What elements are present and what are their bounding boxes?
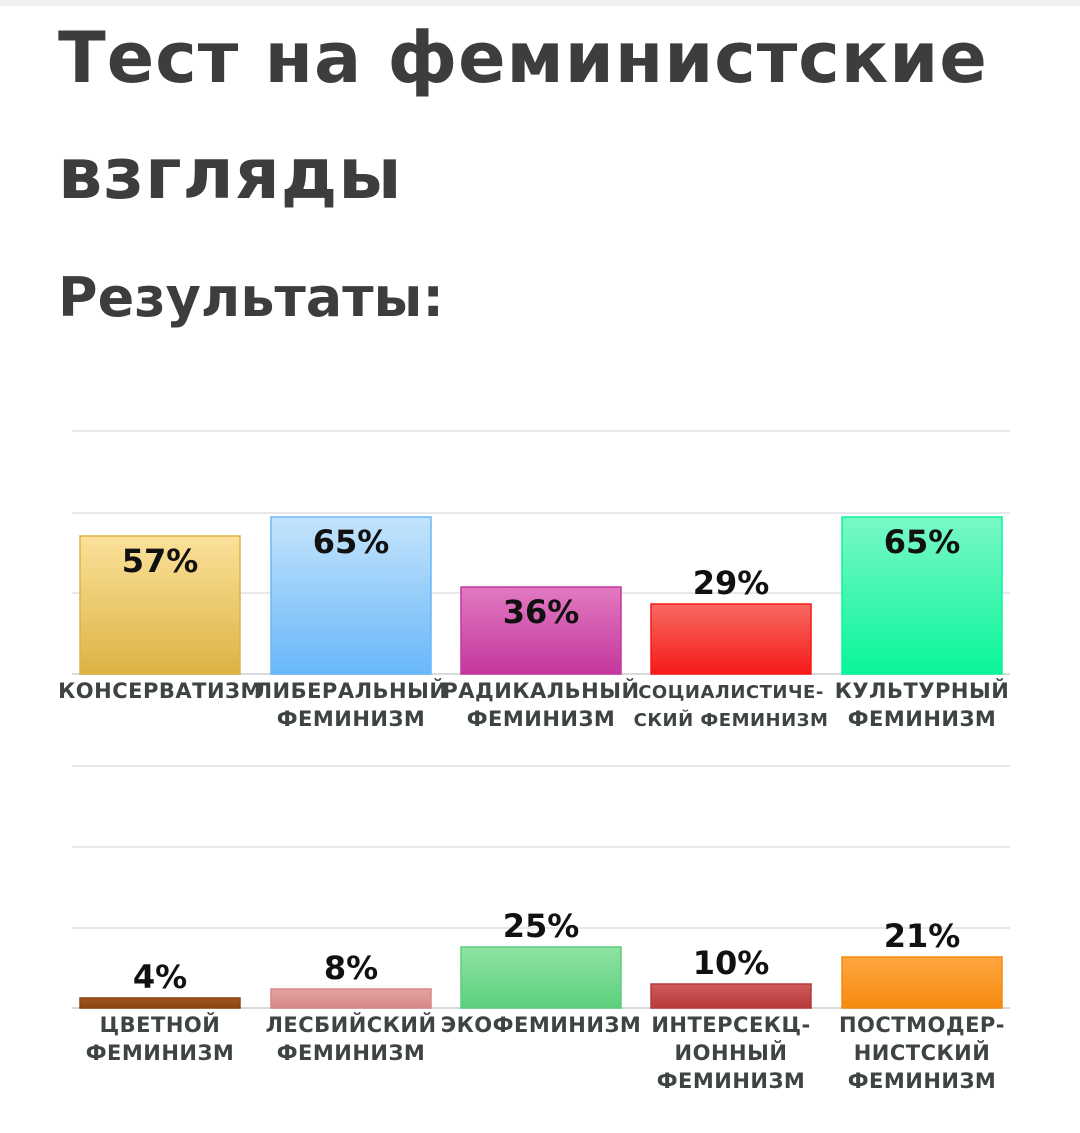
- bar-value-label: 65%: [313, 523, 390, 561]
- bar: [79, 997, 241, 1009]
- chart-panel-2: 4% ЦВЕТНОЙ ФЕМИНИЗМ 8% ЛЕСБИЙСКИЙ ФЕМИНИЗМ 25%…: [72, 765, 1010, 1093]
- bar: [460, 946, 622, 1009]
- bar: [841, 516, 1003, 675]
- bar-value-label: 25%: [503, 907, 580, 945]
- category-label: КОНСЕРВАТИЗМ: [58, 679, 262, 703]
- category-label: НИСТСКИЙ: [854, 1040, 991, 1065]
- chart-panel-1: 57% КОНСЕРВАТИЗМ 65% ЛИБЕРАЛЬНЫЙ ФЕМИНИЗМ 36%…: [58, 430, 1010, 731]
- bar: [270, 988, 432, 1009]
- category-label: ЦВЕТНОЙ: [100, 1012, 221, 1037]
- category-label: ФЕМИНИЗМ: [848, 707, 997, 731]
- bar: [79, 535, 241, 675]
- category-label: ФЕМИНИЗМ: [467, 707, 616, 731]
- bar-value-label: 4%: [133, 958, 187, 996]
- top-bar: [0, 0, 1080, 6]
- bar: [650, 983, 812, 1009]
- category-label: ФЕМИНИЗМ: [657, 1069, 806, 1093]
- bar-value-label: 10%: [693, 944, 770, 982]
- bar-value-label: 57%: [122, 542, 199, 580]
- bar-value-label: 29%: [693, 564, 770, 602]
- bar: [270, 516, 432, 675]
- results-heading: Результаты:: [58, 266, 444, 329]
- category-label: ФЕМИНИЗМ: [86, 1041, 235, 1065]
- bar: [460, 586, 622, 675]
- bar-value-label: 36%: [503, 593, 580, 631]
- page-title: Тест на феминистские взгляды: [58, 17, 988, 215]
- category-label: ЛЕСБИЙСКИЙ: [265, 1012, 436, 1037]
- category-label: ФЕМИНИЗМ: [277, 707, 426, 731]
- category-label: РАДИКАЛЬНЫЙ: [442, 678, 639, 703]
- category-label: СОЦИАЛИСТИЧЕ-: [638, 682, 824, 703]
- category-label: ИНТЕРСЕКЦ-: [651, 1013, 810, 1037]
- category-label: СКИЙ ФЕМИНИЗМ: [634, 709, 829, 731]
- bar-value-label: 65%: [884, 523, 961, 561]
- category-label: ФЕМИНИЗМ: [848, 1069, 997, 1093]
- bar: [650, 603, 812, 675]
- category-label: ЛИБЕРАЛЬНЫЙ: [255, 678, 448, 703]
- category-label: ИОННЫЙ: [675, 1040, 788, 1065]
- category-label: ФЕМИНИЗМ: [277, 1041, 426, 1065]
- category-label: ЭКОФЕМИНИЗМ: [441, 1013, 642, 1037]
- bar: [841, 956, 1003, 1009]
- bar-value-label: 8%: [324, 949, 378, 987]
- category-label: КУЛЬТУРНЫЙ: [835, 678, 1010, 703]
- category-label: ПОСТМОДЕР-: [839, 1013, 1005, 1037]
- bar-value-label: 21%: [884, 917, 961, 955]
